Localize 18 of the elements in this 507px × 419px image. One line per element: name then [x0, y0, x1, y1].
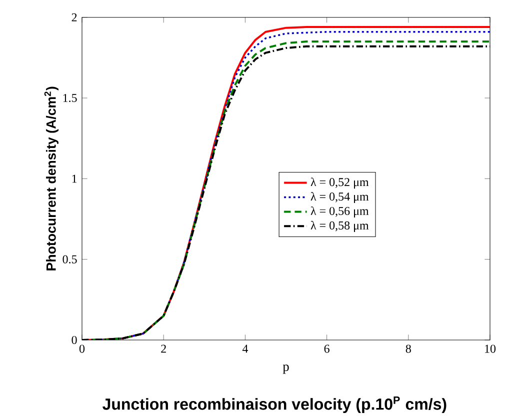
x-tick-label: 0 [79, 344, 85, 353]
legend-label: λ = 0,54 μm [310, 192, 369, 204]
x-tick-label: 4 [242, 344, 248, 353]
y-tick-label: 0.5 [62, 255, 77, 264]
x-tick-label: 8 [406, 344, 411, 353]
y-axis-title: Photocurrent density (A/cm$^{2}$) [44, 86, 58, 270]
y-tick-label: 0 [72, 336, 77, 344]
x-tick-label: 10 [485, 344, 496, 353]
y-tick-label: 1.5 [63, 94, 77, 102]
x-axis-title: p [282, 364, 289, 374]
y-tick-label: 1 [72, 174, 77, 183]
legend-label: λ = 0,58 μm [310, 220, 369, 232]
x-tick-label: 6 [324, 344, 330, 353]
y-tick-label: 2 [72, 13, 77, 22]
legend-label: λ = 0,52 μm [310, 178, 369, 189]
legend-label: λ = 0,56 μm [310, 206, 369, 218]
x-tick-label: 2 [161, 344, 166, 353]
text: Junction recombinaison velocity (p.10$^{P}$ cm/s) [102, 396, 446, 413]
